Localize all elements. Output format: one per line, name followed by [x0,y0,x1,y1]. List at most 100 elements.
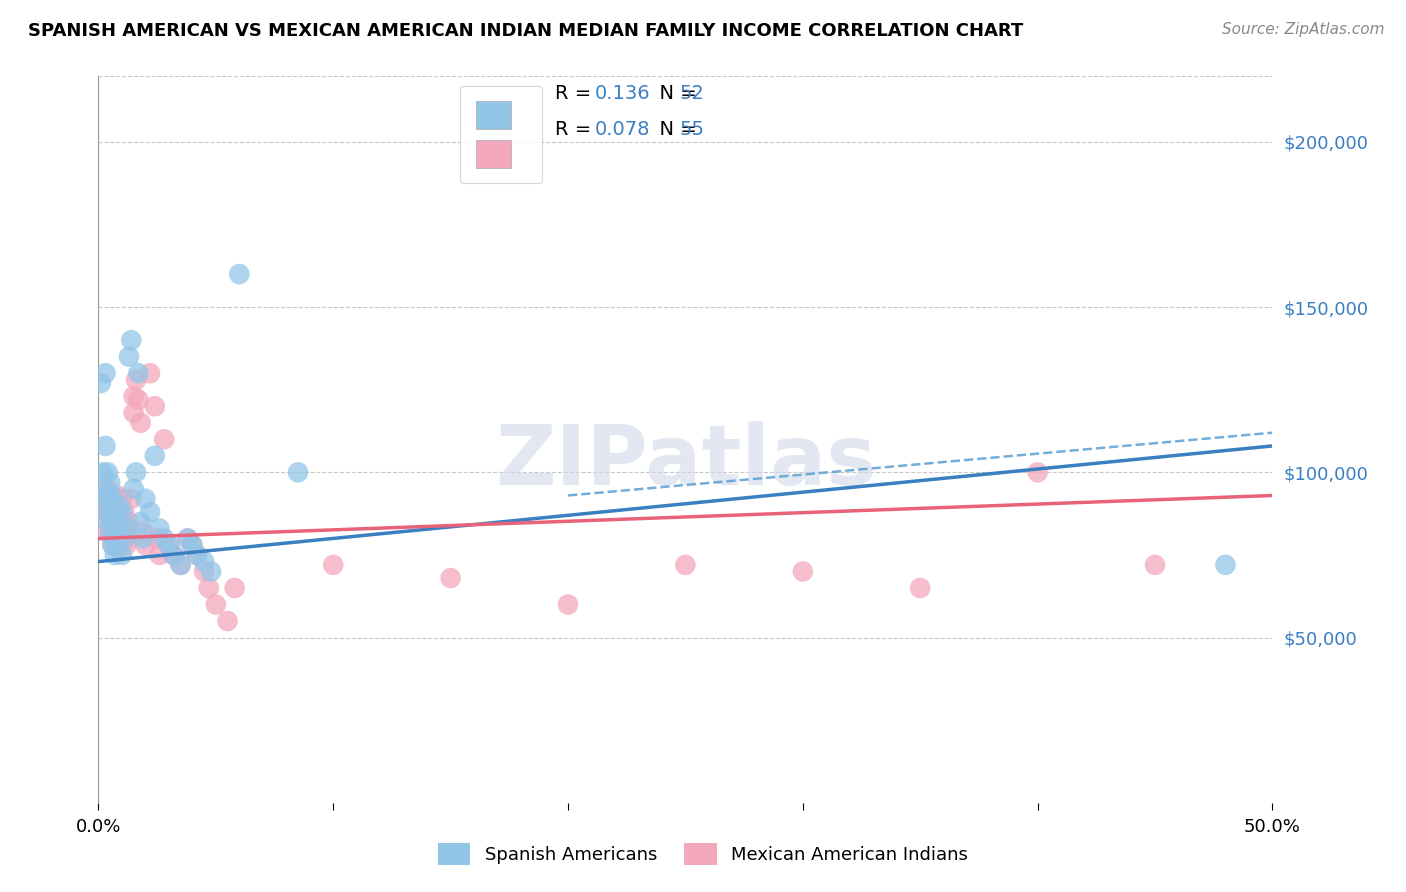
Point [97,505,120,519]
Point [104,524,127,539]
Point [105,532,128,546]
Point [108,515,131,529]
Point [91,466,114,480]
Text: R =: R = [555,120,598,139]
Point [104,522,127,536]
Point [287,466,309,480]
Text: Source: ZipAtlas.com: Source: ZipAtlas.com [1222,22,1385,37]
Point [98,524,121,539]
Point [94,505,117,519]
Point [139,505,162,519]
Point [90,376,112,391]
Point [118,515,141,529]
Point [91,491,114,506]
Point [111,491,134,506]
Point [101,532,124,546]
Point [132,532,155,546]
Point [94,366,117,380]
Point [97,466,120,480]
Point [94,491,117,506]
Point [125,466,148,480]
Point [101,488,124,502]
Point [98,522,121,536]
Point [176,532,198,546]
Point [97,482,120,496]
Text: 55: 55 [679,120,704,139]
Point [200,565,222,579]
Point [134,538,156,552]
Point [675,558,697,572]
Point [108,524,131,539]
Point [120,333,142,347]
Point [908,581,931,595]
Text: N =: N = [647,84,703,103]
Point [105,488,128,502]
Point [134,491,156,506]
Legend: Spanish Americans, Mexican American Indians: Spanish Americans, Mexican American Indi… [429,834,977,874]
Point [105,538,128,552]
Point [101,538,124,552]
Point [197,581,219,595]
Point [98,499,121,513]
Point [111,548,134,562]
Point [1215,558,1237,572]
Point [162,548,184,562]
Point [94,439,117,453]
Point [122,389,145,403]
Point [148,548,170,562]
Point [104,505,127,519]
Text: R =: R = [555,84,598,103]
Point [146,532,169,546]
Point [1026,466,1049,480]
Point [169,558,191,572]
Point [181,538,204,552]
Point [112,532,135,546]
Point [132,524,155,539]
Text: ZIPatlas: ZIPatlas [495,421,876,501]
Point [129,416,152,430]
Point [98,508,121,523]
Point [181,538,204,552]
Point [439,571,461,585]
Point [162,548,184,562]
Point [217,614,239,628]
Point [120,491,142,506]
Point [118,532,141,546]
Point [153,432,176,446]
Point [97,515,120,529]
Point [153,532,176,546]
Point [125,373,148,387]
Point [97,488,120,502]
Point [228,267,250,281]
Text: SPANISH AMERICAN VS MEXICAN AMERICAN INDIAN MEDIAN FAMILY INCOME CORRELATION CHA: SPANISH AMERICAN VS MEXICAN AMERICAN IND… [28,22,1024,40]
Point [792,565,814,579]
Point [1144,558,1167,572]
Point [105,515,128,529]
Point [98,475,121,490]
Point [127,392,149,407]
Point [205,598,228,612]
Point [111,532,134,546]
Point [193,565,215,579]
Text: 0.136: 0.136 [595,84,651,103]
Legend: , : , [460,86,541,184]
Point [176,532,198,546]
Point [104,505,127,519]
Point [143,399,166,413]
Point [115,522,138,536]
Text: N =: N = [647,120,703,139]
Point [193,555,215,569]
Point [101,515,124,529]
Point [101,515,124,529]
Point [98,499,121,513]
Text: 0.078: 0.078 [595,120,650,139]
Point [322,558,344,572]
Point [115,538,138,552]
Point [104,548,127,562]
Point [122,482,145,496]
Point [91,482,114,496]
Point [115,524,138,539]
Point [186,548,208,562]
Point [127,366,149,380]
Point [157,538,180,552]
